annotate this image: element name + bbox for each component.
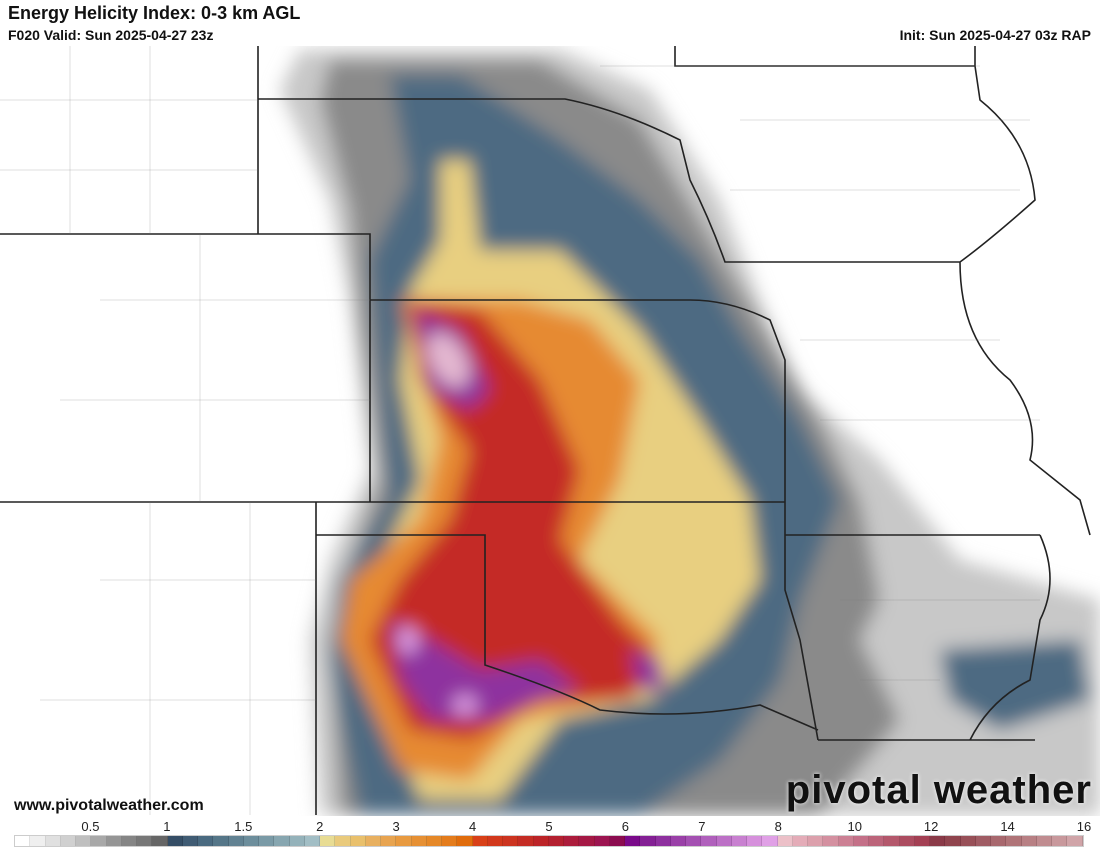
colorbar-tick-label: 4 xyxy=(468,819,477,834)
colorbar-swatch xyxy=(121,836,137,846)
colorbar-swatch xyxy=(335,836,351,846)
colorbar-swatch xyxy=(365,836,381,846)
colorbar-swatch xyxy=(625,836,641,846)
colorbar-swatch xyxy=(1006,836,1022,846)
colorbar-swatch xyxy=(869,836,885,846)
colorbar-swatch xyxy=(503,836,519,846)
colorbar-swatch xyxy=(930,836,946,846)
colorbar-swatch xyxy=(686,836,702,846)
colorbar-tick-label: 5 xyxy=(545,819,553,834)
colorbar-swatch xyxy=(381,836,397,846)
colorbar-swatch xyxy=(320,836,336,846)
colorbar-swatch xyxy=(350,836,366,846)
colorbar-swatch xyxy=(182,836,198,846)
colorbar-swatch xyxy=(457,836,473,846)
colorbar-tick-label: 14 xyxy=(1000,819,1015,834)
colorbar-tick-label: 8 xyxy=(774,819,782,834)
colorbar-swatch xyxy=(76,836,92,846)
colorbar-swatch xyxy=(838,836,854,846)
colorbar-swatch xyxy=(716,836,732,846)
colorbar-swatch xyxy=(411,836,427,846)
colorbar-swatch xyxy=(670,836,686,846)
colorbar-swatch xyxy=(899,836,915,846)
colorbar-swatch xyxy=(1021,836,1037,846)
colorbar-swatch xyxy=(198,836,214,846)
colorbar-swatch xyxy=(960,836,976,846)
colorbar-tick-label: 1 xyxy=(163,819,171,834)
colorbar-swatch xyxy=(472,836,488,846)
colorbar-swatch xyxy=(518,836,534,846)
site-url[interactable]: www.pivotalweather.com xyxy=(14,797,204,814)
colorbar-swatch xyxy=(45,836,61,846)
colorbar-swatch xyxy=(731,836,747,846)
colorbar-swatch xyxy=(152,836,168,846)
colorbar-swatch xyxy=(808,836,824,846)
colorbar-swatch xyxy=(487,836,503,846)
colorbar-swatch xyxy=(975,836,991,846)
state-borders xyxy=(0,46,1091,815)
county-borders xyxy=(0,46,1040,815)
colorbar xyxy=(14,835,1084,847)
colorbar-tick-label: 16 xyxy=(1076,819,1092,834)
colorbar-swatch xyxy=(243,836,259,846)
colorbar-swatch xyxy=(442,836,458,846)
colorbar-swatch xyxy=(945,836,961,846)
colorbar-swatch xyxy=(594,836,610,846)
colorbar-swatch xyxy=(60,836,76,846)
colorbar-swatch xyxy=(259,836,275,846)
colorbar-swatch xyxy=(15,836,31,846)
colorbar-swatch xyxy=(304,836,320,846)
colorbar-swatch xyxy=(762,836,778,846)
colorbar-swatch xyxy=(548,836,564,846)
init-time: Init: Sun 2025-04-27 03z RAP xyxy=(899,27,1091,43)
colorbar-swatch xyxy=(564,836,580,846)
colorbar-swatch xyxy=(30,836,46,846)
colorbar-swatch xyxy=(213,836,229,846)
helicity-map xyxy=(0,46,1100,816)
colorbar-swatch xyxy=(228,836,244,846)
colorbar-tick-label: 2 xyxy=(316,819,324,834)
colorbar-swatch xyxy=(1052,836,1068,846)
colorbar-swatch xyxy=(655,836,671,846)
colorbar-swatch xyxy=(533,836,549,846)
colorbar-swatch xyxy=(640,836,656,846)
colorbar-swatch xyxy=(914,836,930,846)
colorbar-swatch xyxy=(792,836,808,846)
colorbar-swatch xyxy=(1036,836,1052,846)
colorbar-swatch xyxy=(91,836,107,846)
field-shading xyxy=(280,50,1100,815)
colorbar-swatch xyxy=(1067,836,1083,846)
colorbar-swatch xyxy=(396,836,412,846)
colorbar-swatch xyxy=(777,836,793,846)
colorbar-tick-label: 10 xyxy=(847,819,862,834)
valid-time: F020 Valid: Sun 2025-04-27 23z xyxy=(8,27,214,43)
colorbar-tick-label: 7 xyxy=(698,819,706,834)
colorbar-swatch xyxy=(274,836,290,846)
colorbar-tick-label: 12 xyxy=(923,819,939,834)
colorbar-swatch xyxy=(167,836,183,846)
colorbar-swatch xyxy=(991,836,1007,846)
colorbar-tick-label: 1.5 xyxy=(234,819,253,834)
colorbar-swatch xyxy=(609,836,625,846)
colorbar-swatch xyxy=(747,836,763,846)
pivotal-weather-logo: pivotal weather xyxy=(785,768,1092,812)
colorbar-swatch xyxy=(579,836,595,846)
colorbar-swatch xyxy=(853,836,869,846)
colorbar-swatch xyxy=(426,836,442,846)
colorbar-tick-label: 0.5 xyxy=(81,819,100,834)
map-title: Energy Helicity Index: 0-3 km AGL xyxy=(8,3,301,23)
colorbar-swatch xyxy=(137,836,153,846)
colorbar-swatch xyxy=(701,836,717,846)
colorbar-swatch xyxy=(884,836,900,846)
colorbar-tick-label: 3 xyxy=(392,819,400,834)
colorbar-tick-label: 6 xyxy=(621,819,630,834)
colorbar-swatch xyxy=(106,836,122,846)
colorbar-swatch xyxy=(823,836,839,846)
colorbar-swatch xyxy=(289,836,305,846)
